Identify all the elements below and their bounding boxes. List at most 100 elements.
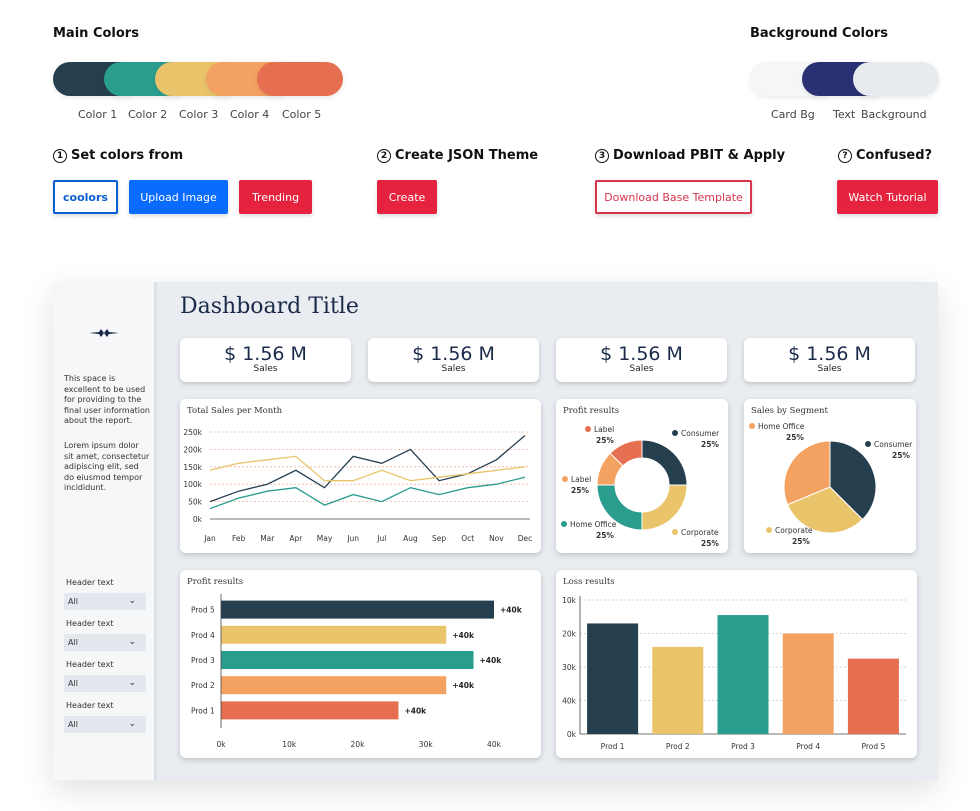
dashboard-sidebar: This space is excellent to be used for p… [53, 282, 157, 780]
bar [221, 600, 494, 619]
trending-button[interactable]: Trending [239, 180, 312, 214]
slice-label: Label [571, 475, 591, 484]
chevron-down-icon: ⌄ [128, 719, 136, 729]
bar-data-label: +40k [500, 606, 523, 615]
filter-1-select[interactable]: All ⌄ [64, 593, 146, 610]
y-tick-label: 30k [562, 663, 577, 672]
upload-image-button[interactable]: Upload Image [129, 180, 228, 214]
bar-data-label: +40k [480, 656, 503, 665]
donut-chart: Consumer 25% Corporate 25% Home Office 25% Lab… [561, 425, 720, 548]
slice-label: Label [594, 425, 614, 434]
slice-percent: 25% [596, 531, 614, 540]
bar-data-label: +40k [452, 631, 475, 640]
color-label-4: Color 4 [230, 108, 270, 121]
y-category-label: Prod 4 [191, 631, 215, 640]
legend-dot [585, 426, 591, 432]
filter-2-select[interactable]: All ⌄ [64, 634, 146, 651]
x-category-label: Prod 3 [731, 742, 755, 751]
x-tick-label: Sep [432, 534, 446, 543]
filter-4-value: All [68, 720, 78, 729]
kpi-value: $ 1.56 M [224, 343, 307, 365]
slice-label: Consumer [681, 429, 720, 438]
donut-chart-title: Profit results [563, 406, 620, 416]
y-category-label: Prod 1 [191, 706, 215, 715]
x-tick-label: May [317, 534, 333, 543]
filter-4-select[interactable]: All ⌄ [64, 716, 146, 733]
hbar-chart-title: Profit results [187, 577, 244, 587]
bg-swatch-background[interactable] [853, 62, 939, 96]
bar [717, 615, 769, 734]
color-swatch-5[interactable] [257, 62, 343, 96]
bg-label-text: Text [833, 108, 856, 121]
step-2-number-icon: 2 [377, 149, 391, 163]
slice-percent: 25% [596, 436, 614, 445]
y-tick-label: 20k [562, 630, 577, 639]
slice-percent: 25% [786, 433, 804, 442]
kpi-label: Sales [629, 364, 654, 374]
x-tick-label: 0k [216, 740, 226, 749]
kpi-label: Sales [817, 364, 842, 374]
x-tick-label: Jun [346, 534, 359, 543]
pie-chart: Consumer 25% Corporate 25% Home Office 25% [749, 422, 913, 546]
vbar-chart: 0k 40k 30k 20k 10k Prod 1 Prod 2 Prod 3 Prod 4 Pr… [562, 596, 906, 751]
x-category-label: Prod 5 [861, 742, 885, 751]
download-template-button[interactable]: Download Base Template [595, 180, 752, 214]
x-tick-label: Dec [518, 534, 533, 543]
x-tick-label: 10k [282, 740, 297, 749]
sidebar-note-1: This space is excellent to be used for p… [64, 374, 150, 425]
series-line-3 [209, 476, 526, 510]
filter-2-value: All [68, 638, 78, 647]
help-heading: ? Confused? [838, 148, 932, 163]
series-line-1 [209, 435, 526, 503]
bar [221, 651, 474, 669]
sidebar-note-2: Lorem ipsum dolor sit amet, consectetur … [64, 441, 150, 492]
main-color-swatches [53, 62, 343, 96]
y-category-label: Prod 3 [191, 656, 215, 665]
bar [847, 658, 899, 734]
slice-percent: 25% [701, 539, 719, 548]
color-label-3: Color 3 [179, 108, 219, 121]
donut-chart-card: Profit results Consumer 25% Corporate 25% Ho… [556, 399, 728, 553]
main-colors-title: Main Colors [53, 26, 139, 41]
step-1-heading: 1 Set colors from [53, 148, 183, 163]
y-tick-label: 40k [562, 697, 577, 706]
chevron-down-icon: ⌄ [128, 637, 136, 647]
logo-icon [89, 329, 119, 337]
hbar-chart-card: Profit results Prod 5 +40k Prod 4 +40k Prod … [180, 570, 541, 758]
slice-label: Home Office [570, 520, 617, 529]
help-label: Confused? [856, 148, 933, 163]
kpi-label: Sales [441, 364, 466, 374]
watch-tutorial-button[interactable]: Watch Tutorial [837, 180, 938, 214]
kpi-card: $ 1.56 M Sales [556, 338, 727, 382]
kpi-value: $ 1.56 M [412, 343, 495, 365]
x-category-label: Prod 1 [601, 742, 625, 751]
bar [221, 701, 399, 720]
legend-dot [562, 476, 568, 482]
filter-4-label: Header text [66, 701, 114, 710]
vbar-chart-card: Loss results 0k 40k 30k 20k 10k Prod 1 Prod 2 P… [556, 570, 917, 758]
kpi-value: $ 1.56 M [600, 343, 683, 365]
filter-3-select[interactable]: All ⌄ [64, 675, 146, 692]
x-tick-label: Aug [403, 534, 418, 543]
help-question-icon: ? [838, 149, 852, 163]
coolors-button[interactable]: coolors [53, 180, 118, 214]
x-category-label: Prod 2 [666, 742, 690, 751]
slice-percent: 25% [701, 440, 719, 449]
bar [782, 633, 834, 734]
legend-dot [865, 441, 871, 447]
x-tick-label: Mar [260, 534, 275, 543]
y-tick-label: 150k [183, 463, 202, 472]
x-tick-label: 30k [419, 740, 434, 749]
y-tick-label: 100k [183, 480, 202, 489]
bar-data-label: +40k [452, 681, 475, 690]
y-tick-label: 250k [183, 428, 202, 437]
color-label-1: Color 1 [78, 108, 118, 121]
slice-percent: 25% [892, 451, 910, 460]
color-label-2: Color 2 [128, 108, 168, 121]
kpi-label: Sales [253, 364, 278, 374]
pie-slice [641, 484, 688, 531]
line-chart-card: Total Sales per Month 0k 50k 100k 150k 200k 2… [180, 399, 541, 553]
color-label-5: Color 5 [282, 108, 322, 121]
x-tick-label: Oct [461, 534, 474, 543]
create-button[interactable]: Create [377, 180, 437, 214]
